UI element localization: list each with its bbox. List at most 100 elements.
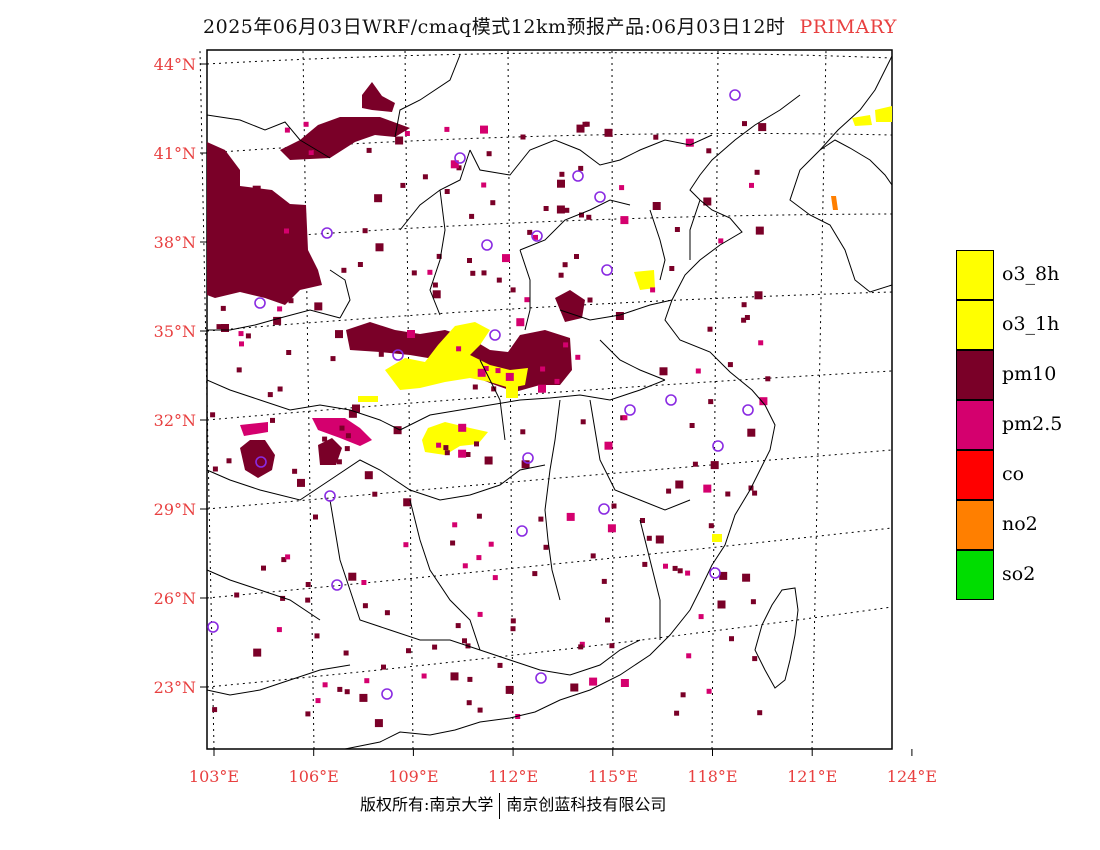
pollution-pixel: [533, 234, 538, 240]
pollution-pixel: [564, 207, 570, 213]
pollution-pixel: [339, 425, 345, 431]
pollution-pixel: [754, 291, 763, 300]
pollution-pixel: [305, 597, 311, 603]
pollution-pixel: [234, 592, 240, 598]
pollution-pixel: [576, 124, 585, 133]
pollution-pixel: [277, 306, 283, 312]
pollution-pixel: [579, 641, 585, 647]
pollution-pixel: [284, 228, 289, 234]
pm10-region-west: [207, 142, 322, 305]
pollution-pixel: [527, 229, 533, 235]
pollution-pixel: [496, 277, 502, 283]
pollution-pixel: [672, 565, 678, 571]
pollution-pixel: [622, 415, 628, 421]
legend-swatch: [956, 450, 994, 500]
pollution-pixel: [362, 603, 368, 609]
station-marker: [572, 170, 584, 182]
pollution-pixel: [330, 356, 336, 362]
pm25-region-sw2: [240, 422, 268, 436]
pollution-pixel: [341, 267, 347, 273]
pollution-pixel: [374, 194, 383, 203]
pollution-pixel: [483, 366, 489, 371]
pollution-pixel: [470, 270, 476, 276]
pollution-pixel: [221, 324, 229, 332]
lat-label: 38°N: [154, 233, 196, 252]
pollution-pixel: [710, 461, 719, 470]
pollution-pixel: [335, 330, 343, 339]
pm10-region-north2: [362, 82, 395, 112]
legend-label: pm2.5: [1002, 413, 1063, 435]
pollution-pixel: [725, 491, 731, 497]
province-border-3: [206, 359, 691, 601]
pollution-pixel: [286, 350, 292, 355]
pollution-pixel: [381, 664, 386, 670]
pollution-pixel: [297, 478, 305, 487]
lon-label: 106°E: [289, 767, 339, 786]
pollution-pixel: [669, 266, 675, 271]
lat-label: 29°N: [154, 500, 196, 519]
pollution-pixel: [604, 441, 613, 450]
parallel-35n: [206, 291, 893, 332]
pollution-pixel: [620, 679, 629, 687]
pollution-pixel: [674, 710, 680, 716]
lat-label: 35°N: [154, 322, 196, 341]
pollution-pixel: [718, 238, 724, 244]
pm25-region-sw: [312, 418, 372, 446]
pollution-pixel: [540, 366, 546, 372]
no2-region: [831, 196, 838, 210]
pollution-pixel: [421, 673, 427, 679]
parallel-44n: [206, 52, 893, 65]
legend-label: o3_8h: [1002, 263, 1060, 285]
pollution-pixel: [490, 200, 496, 206]
pollution-pixel: [336, 459, 342, 465]
pollution-pixel: [286, 254, 292, 260]
pollution-pixel: [293, 220, 299, 226]
pollution-pixel: [472, 384, 478, 390]
pollution-pixel: [481, 182, 487, 188]
station-marker: [324, 490, 336, 502]
pollution-pixel: [304, 142, 313, 151]
pollution-pixel: [352, 404, 360, 413]
pollution-pixel: [374, 719, 383, 728]
pollution-pixel: [344, 689, 350, 695]
pollution-pixel: [436, 442, 442, 448]
lat-label: 23°N: [154, 678, 196, 697]
pollution-pixel: [315, 698, 321, 704]
meridian-121e: [811, 49, 827, 750]
pollution-pixel: [703, 484, 712, 493]
pollution-pixel: [249, 216, 258, 225]
pollution-pixel: [462, 563, 468, 569]
province-border-2: [207, 149, 631, 331]
pollution-pixel: [557, 179, 565, 188]
pollution-pixel: [362, 228, 368, 234]
pollution-pixel: [609, 643, 615, 649]
pollution-pixel: [675, 480, 684, 489]
pollution-pixel: [698, 614, 704, 620]
pollution-pixel: [348, 409, 357, 418]
pollution-pixel: [273, 316, 282, 325]
pollution-pixel: [357, 262, 363, 267]
pollution-pixel: [646, 535, 652, 541]
pollution-pixel: [444, 450, 450, 456]
province-border-5: [206, 199, 701, 696]
pollution-pixel: [220, 305, 226, 311]
pollution-pixel: [502, 254, 510, 263]
pollution-pixel: [686, 653, 692, 659]
station-marker: [601, 264, 613, 276]
pollution-pixel: [345, 433, 351, 439]
pollution-pixel: [765, 376, 771, 382]
pollution-pixel: [362, 696, 368, 702]
pollution-pixel: [695, 368, 701, 374]
station-marker: [665, 394, 677, 406]
parallel-26n: [206, 527, 893, 599]
station-marker: [454, 152, 466, 164]
pollution-pixel: [212, 707, 218, 713]
station-marker: [522, 452, 534, 464]
pollution-pixel: [361, 580, 367, 585]
pollution-pixel: [253, 648, 262, 657]
pollution-pixel: [427, 269, 433, 275]
pollution-pixel: [403, 542, 409, 548]
pollution-pixel: [750, 599, 756, 605]
pollution-pixel: [703, 197, 712, 206]
